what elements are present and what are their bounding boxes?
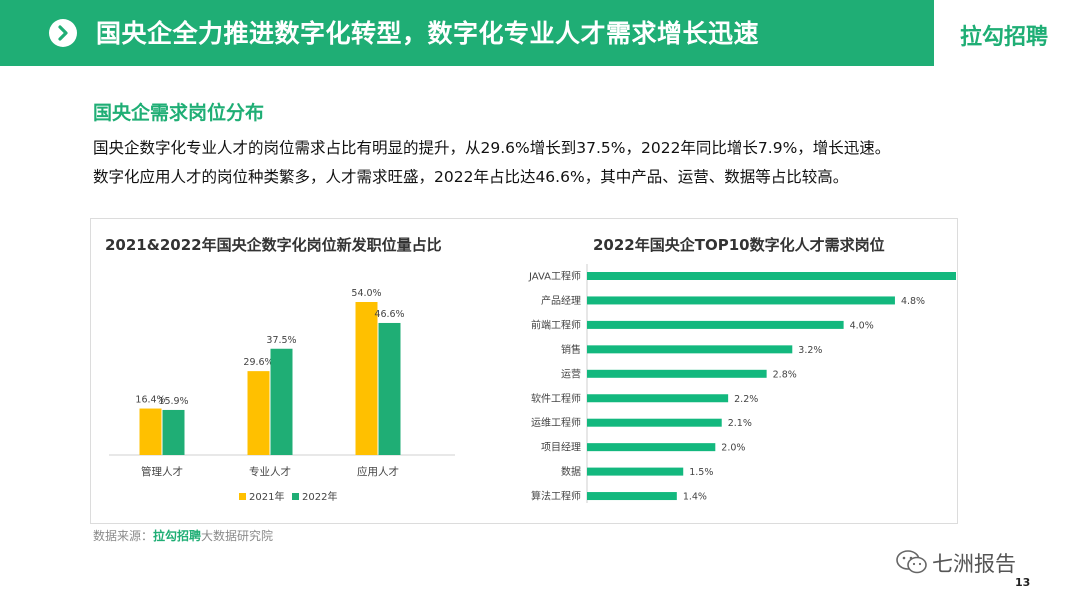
- category-label: 软件工程师: [531, 392, 581, 405]
- header-bar: [0, 0, 934, 66]
- bar-产品经理: [587, 296, 895, 305]
- data-label: 1.4%: [683, 492, 707, 503]
- source-brand: 拉勾招聘: [153, 529, 202, 543]
- category-label: 专业人才: [249, 465, 291, 478]
- category-label: 算法工程师: [531, 490, 581, 503]
- category-label: 运维工程师: [531, 416, 581, 429]
- right-chart-title: 2022年国央企TOP10数字化人才需求岗位: [593, 236, 885, 254]
- bar-数据: [587, 467, 684, 476]
- data-label: 2.1%: [728, 418, 752, 429]
- data-label: 16.4%: [135, 395, 165, 406]
- bar-软件工程师: [587, 394, 729, 403]
- page-title: 国央企全力推进数字化转型，数字化专业人才需求增长迅速: [96, 19, 760, 48]
- bar-JAVA工程师: [587, 272, 956, 280]
- bar-2022年-管理人才: [162, 409, 185, 455]
- bar-2022年-应用人才: [378, 322, 401, 455]
- bar-项目经理: [587, 443, 716, 452]
- right-chart: JAVA工程师6.5%产品经理4.8%前端工程师4.0%销售3.2%运营2.8%…: [528, 264, 956, 503]
- category-label: 运营: [561, 367, 581, 380]
- category-label: 管理人才: [141, 465, 183, 478]
- category-label: 前端工程师: [531, 318, 581, 331]
- data-label: 29.6%: [243, 357, 273, 368]
- bar-销售: [587, 345, 793, 354]
- bar-2021年-管理人才: [139, 408, 162, 455]
- data-label: 1.5%: [689, 467, 713, 478]
- page-number: 13: [1015, 576, 1031, 589]
- bar-2021年-专业人才: [247, 371, 270, 455]
- category-label: 产品经理: [541, 294, 581, 307]
- brand-logo: 拉勾招聘: [960, 25, 1049, 50]
- data-label: 3.2%: [798, 345, 822, 356]
- category-label: 项目经理: [541, 441, 581, 454]
- left-chart: 16.4%15.9% 管理人才 29.6% 37.5% 专业人才 54.0% 46.6% 应用…: [109, 288, 455, 503]
- legend-swatch: [239, 493, 246, 500]
- wechat-icon: [895, 549, 929, 579]
- data-label: 4.8%: [901, 296, 925, 307]
- legend-swatch: [292, 493, 299, 500]
- watermark-text: 七洲报告: [932, 552, 1016, 576]
- data-label: 4.0%: [850, 320, 874, 331]
- category-label: 销售: [561, 343, 581, 356]
- category-label: JAVA工程师: [528, 270, 581, 283]
- legend-label: 2021年: [249, 490, 284, 503]
- data-source: 数据来源：拉勾招聘大数据研究院: [93, 527, 273, 544]
- bar-运营: [587, 369, 767, 378]
- bar-前端工程师: [587, 320, 844, 329]
- bar-2022年-专业人才: [270, 348, 293, 455]
- data-label: 46.6%: [374, 309, 404, 320]
- chart-panel: 2021&2022年国央企数字化岗位新发职位量占比 2022年国央企TOP10数…: [90, 218, 958, 524]
- data-label: 2.0%: [721, 443, 745, 454]
- bar-2021年-应用人才: [355, 302, 378, 455]
- bar-运维工程师: [587, 418, 722, 427]
- description-line-1: 国央企数字化专业人才的岗位需求占比有明显的提升，从29.6%增长到37.5%，2…: [93, 139, 891, 157]
- bar-算法工程师: [587, 492, 677, 501]
- description-line-2: 数字化应用人才的岗位种类繁多，人才需求旺盛，2022年占比达46.6%，其中产品…: [93, 168, 849, 186]
- data-label: 2.8%: [773, 369, 797, 380]
- source-prefix: 数据来源：: [93, 529, 154, 543]
- source-suffix: 大数据研究院: [201, 529, 274, 543]
- header-logo-area: [934, 0, 1080, 66]
- chevron-right-icon: [49, 19, 77, 47]
- category-label: 数据: [561, 465, 581, 478]
- left-chart-title: 2021&2022年国央企数字化岗位新发职位量占比: [105, 236, 442, 254]
- data-label: 2.2%: [734, 394, 758, 405]
- section-title: 国央企需求岗位分布: [93, 102, 265, 124]
- category-label: 应用人才: [357, 465, 399, 478]
- data-label: 15.9%: [158, 396, 188, 407]
- legend-label: 2022年: [302, 490, 337, 503]
- data-label: 54.0%: [351, 288, 381, 299]
- data-label: 37.5%: [266, 335, 296, 346]
